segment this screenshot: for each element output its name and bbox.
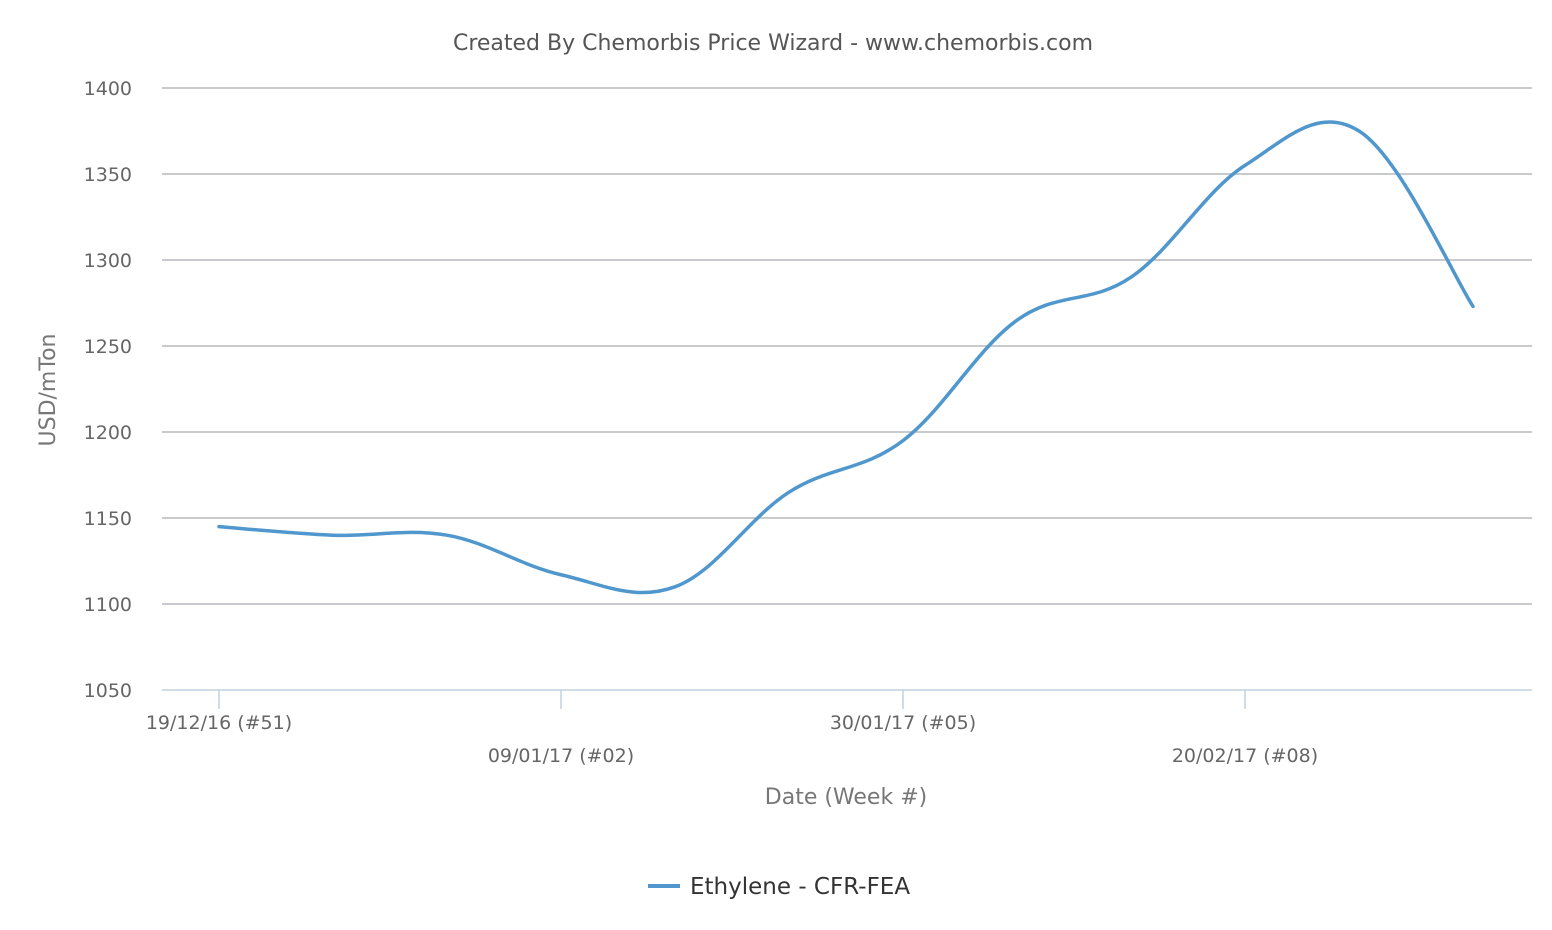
y-tick-label: 1400 xyxy=(84,78,132,100)
grid-lines xyxy=(162,87,1532,605)
x-tick-label: 19/12/16 (#51) xyxy=(146,712,292,734)
legend[interactable]: Ethylene - CFR-FEA xyxy=(648,874,910,900)
y-tick-label: 1150 xyxy=(84,508,132,530)
chart-title: Created By Chemorbis Price Wizard - www.… xyxy=(453,31,1093,56)
series-group xyxy=(211,120,1481,595)
y-tick-label: 1250 xyxy=(84,336,132,358)
y-axis-label: USD/mTon xyxy=(36,334,61,447)
y-tick-label: 1100 xyxy=(84,594,132,616)
legend-label: Ethylene - CFR-FEA xyxy=(690,874,910,900)
series-line[interactable] xyxy=(217,120,1475,595)
data-point[interactable] xyxy=(1123,269,1139,285)
data-point[interactable] xyxy=(1009,312,1025,328)
x-tick-label: 20/02/17 (#08) xyxy=(1172,745,1318,767)
x-tick-label: 30/01/17 (#05) xyxy=(830,712,976,734)
y-tick-label: 1300 xyxy=(84,250,132,272)
data-point[interactable] xyxy=(1237,157,1253,173)
y-tick-label: 1350 xyxy=(84,164,132,186)
y-axis-ticks: 1050 1100 1150 1200 1250 1300 1350 1400 xyxy=(84,78,132,702)
y-tick-label: 1050 xyxy=(84,680,132,702)
data-point[interactable] xyxy=(1465,298,1481,314)
data-point[interactable] xyxy=(1351,123,1367,139)
y-tick-label: 1200 xyxy=(84,422,132,444)
data-point[interactable] xyxy=(553,567,569,583)
x-axis-ticks: 19/12/16 (#51) 09/01/17 (#02) 30/01/17 (#0… xyxy=(146,690,1318,767)
data-point[interactable] xyxy=(211,519,227,535)
data-point[interactable] xyxy=(895,433,911,449)
data-point[interactable] xyxy=(325,527,341,543)
data-point[interactable] xyxy=(439,527,455,543)
x-axis-label: Date (Week #) xyxy=(765,785,927,810)
data-point[interactable] xyxy=(667,579,683,595)
x-tick-label: 09/01/17 (#02) xyxy=(488,745,634,767)
data-point[interactable] xyxy=(781,484,797,500)
